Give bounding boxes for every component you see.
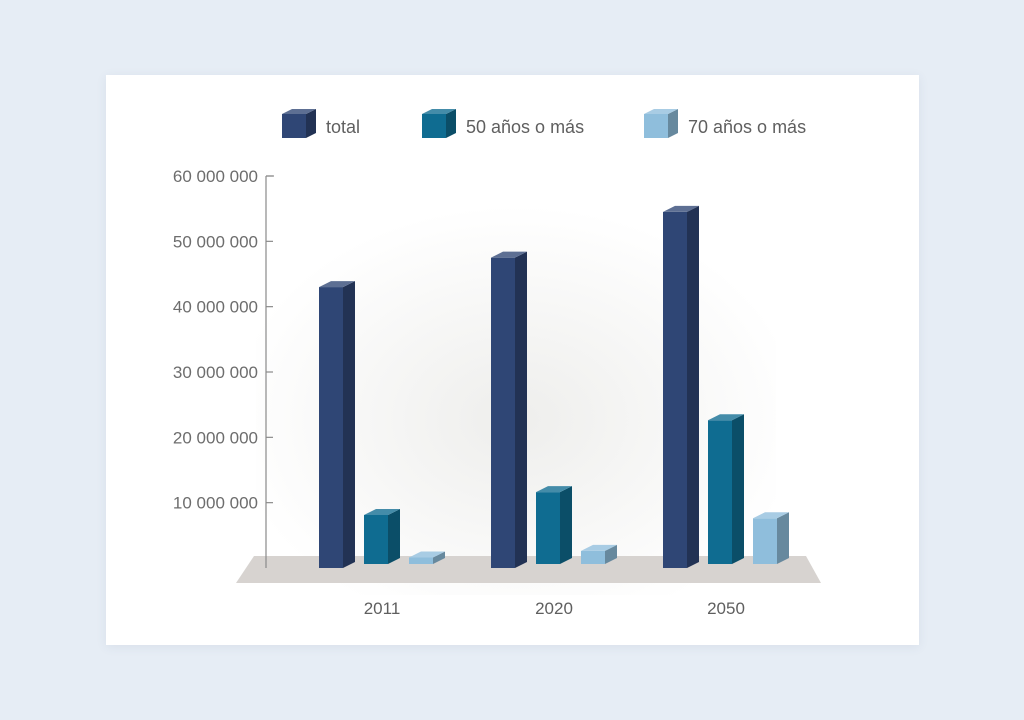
bar-side (687, 205, 699, 568)
bars (319, 205, 789, 568)
bar-side (343, 281, 355, 568)
bar-top (753, 512, 789, 519)
legend-label: 50 años o más (466, 117, 584, 137)
bar-top (364, 509, 400, 515)
bar-side (605, 544, 617, 564)
bar-side (433, 551, 445, 564)
legend-swatch-top (644, 109, 678, 114)
bar-side (515, 251, 527, 568)
bar-side (732, 414, 744, 564)
x-tick-label: 2020 (535, 599, 573, 618)
bar-front (409, 557, 433, 564)
legend-swatch-side (668, 109, 678, 138)
x-tick-label: 2011 (364, 599, 401, 618)
bar-front (319, 287, 343, 568)
bar-top (708, 414, 744, 421)
bar (753, 512, 789, 564)
legend-swatch (422, 114, 446, 138)
x-tick-label: 2050 (707, 599, 745, 618)
bar (491, 251, 527, 568)
y-tick-label: 40 000 000 (173, 298, 258, 317)
bar (409, 551, 445, 564)
y-tick-label: 60 000 000 (173, 167, 258, 186)
y-tick-label: 50 000 000 (173, 232, 258, 251)
legend: total 50 años o más 70 años o más (282, 109, 806, 138)
bar (663, 205, 699, 568)
bar (581, 544, 617, 564)
legend-label: 70 años o más (688, 117, 806, 137)
bar (708, 414, 744, 564)
bar (536, 486, 572, 564)
bar (319, 281, 355, 568)
legend-swatch-side (306, 109, 316, 138)
bar-side (388, 509, 400, 564)
bar-chart: 10 000 000 20 000 000 30 000 000 40 000 000… (173, 109, 821, 618)
x-axis-labels: 2011 2020 2050 (364, 599, 745, 618)
legend-item: 50 años o más (422, 109, 584, 138)
bar-top (491, 251, 527, 258)
legend-swatch (644, 114, 668, 138)
legend-label: total (326, 117, 360, 137)
legend-swatch-top (422, 109, 456, 114)
bar-top (663, 205, 699, 212)
y-tick-label: 30 000 000 (173, 363, 258, 382)
bar-top (409, 551, 445, 558)
bar-front (663, 211, 687, 568)
bar-front (581, 550, 605, 564)
y-axis: 10 000 000 20 000 000 30 000 000 40 000 000… (173, 167, 274, 568)
bar-side (777, 512, 789, 564)
bar-front (536, 492, 560, 564)
bar-front (753, 518, 777, 564)
bar-front (364, 515, 388, 564)
bar (364, 509, 400, 564)
bar-front (708, 420, 732, 564)
y-tick-label: 20 000 000 (173, 428, 258, 447)
bar-side (560, 486, 572, 564)
y-tick-label: 10 000 000 (173, 494, 258, 513)
bar-top (319, 281, 355, 288)
bar-top (536, 486, 572, 493)
legend-item: total (282, 109, 360, 138)
bar-front (491, 257, 515, 568)
legend-swatch (282, 114, 306, 138)
chart-card: 10 000 000 20 000 000 30 000 000 40 000 000… (106, 75, 919, 645)
legend-item: 70 años o más (644, 109, 806, 138)
legend-swatch-top (282, 109, 316, 114)
legend-swatch-side (446, 109, 456, 138)
bar-top (581, 544, 617, 551)
